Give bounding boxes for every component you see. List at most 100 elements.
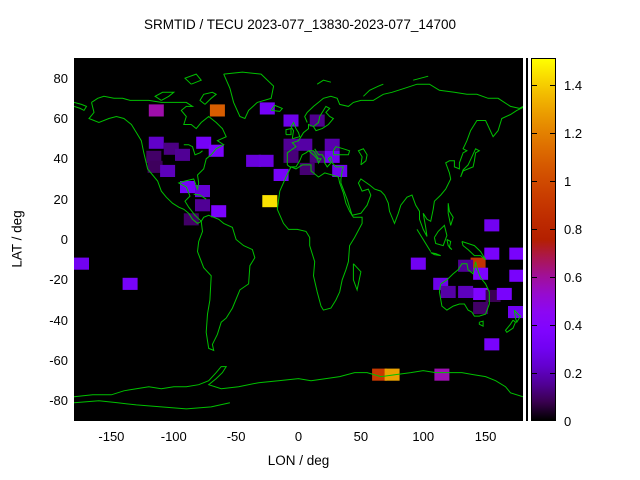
heatmap-cell bbox=[496, 287, 512, 300]
coastline bbox=[304, 83, 523, 123]
y-tick-label: 40 bbox=[53, 151, 68, 167]
heatmap-cell bbox=[195, 199, 210, 212]
heatmap-cell bbox=[122, 277, 138, 290]
heatmap-cell bbox=[273, 168, 289, 181]
x-tick-label: -150 bbox=[98, 429, 125, 444]
heatmap-cell bbox=[258, 154, 274, 167]
colorbar-tick-mark bbox=[532, 419, 537, 420]
coastline bbox=[308, 150, 322, 165]
heatmap-cell bbox=[440, 285, 456, 298]
heatmap-cell bbox=[259, 102, 275, 115]
heatmap-cell bbox=[283, 114, 299, 127]
plot-right-border bbox=[526, 58, 528, 421]
colorbar-tick-label: 0.8 bbox=[564, 221, 583, 237]
heatmap-cell bbox=[473, 267, 489, 280]
colorbar-tick-mark bbox=[550, 373, 555, 374]
colorbar-tick-mark bbox=[550, 325, 555, 326]
y-tick-label: 60 bbox=[53, 111, 68, 126]
heatmap-cell bbox=[160, 164, 176, 177]
coastline bbox=[74, 400, 231, 410]
coastline bbox=[223, 71, 275, 120]
heatmap-cell bbox=[74, 257, 89, 270]
coastline bbox=[316, 79, 332, 85]
coastline bbox=[363, 83, 384, 97]
colorbar-tick-mark bbox=[532, 133, 537, 134]
coastline bbox=[461, 241, 487, 261]
colorbar-tick-label: 0.2 bbox=[564, 365, 583, 381]
heatmap-cell bbox=[324, 150, 340, 163]
y-tick-label: -40 bbox=[49, 312, 68, 328]
coastline bbox=[416, 229, 432, 252]
coastline bbox=[330, 106, 523, 237]
colorbar-tick-mark bbox=[532, 229, 537, 230]
coastline bbox=[413, 75, 429, 81]
coastline bbox=[430, 252, 441, 257]
colorbar-tick-label: 1 bbox=[564, 173, 572, 189]
colorbar-tick-label: 0 bbox=[564, 413, 572, 429]
heatmap-cell bbox=[484, 338, 500, 351]
heatmap-cell bbox=[484, 219, 500, 232]
heatmap-cell bbox=[473, 287, 489, 300]
y-tick-label: 80 bbox=[53, 70, 68, 86]
colorbar-tick-mark bbox=[550, 229, 555, 230]
y-tick-label: -20 bbox=[49, 272, 68, 288]
x-tick-label: -50 bbox=[226, 429, 246, 444]
heatmap-cell bbox=[372, 368, 388, 381]
x-tick-label: 50 bbox=[353, 429, 369, 444]
colorbar-tick-label: 1.4 bbox=[564, 77, 583, 93]
x-tick-label: 150 bbox=[474, 429, 497, 444]
colorbar-tick-mark bbox=[550, 419, 555, 420]
heatmap-cell bbox=[473, 302, 489, 315]
colorbar-tick-mark bbox=[532, 277, 537, 278]
y-tick-label: -80 bbox=[49, 393, 68, 409]
coastline bbox=[460, 148, 481, 178]
coastline bbox=[446, 239, 453, 250]
coastline bbox=[196, 214, 256, 352]
colorbar-tick-label: 0.6 bbox=[564, 269, 583, 285]
colorbar-tick-label: 0.4 bbox=[564, 317, 583, 333]
coastline bbox=[286, 150, 309, 168]
heatmap-cell bbox=[509, 247, 523, 260]
coastline bbox=[433, 224, 448, 247]
heatmap-cell bbox=[195, 185, 210, 198]
heatmap-cell bbox=[148, 104, 164, 117]
heatmap-cell bbox=[458, 285, 474, 298]
coastline bbox=[88, 95, 227, 225]
map-plot-area bbox=[74, 58, 523, 421]
coastline bbox=[478, 320, 484, 328]
heatmap-cell bbox=[175, 148, 190, 161]
coastline bbox=[314, 148, 332, 168]
x-tick-label: 100 bbox=[412, 429, 435, 444]
heatmap-cell bbox=[196, 136, 212, 149]
coastline bbox=[276, 164, 363, 311]
colorbar-tick-mark bbox=[532, 373, 537, 374]
heatmap-cell bbox=[146, 150, 162, 163]
heatmap-cell bbox=[484, 247, 500, 260]
colorbar-tick-mark bbox=[550, 85, 555, 86]
heatmap-cell bbox=[148, 136, 164, 149]
colorbar-tick-mark bbox=[550, 133, 555, 134]
colorbar-tick-label: 1.2 bbox=[564, 125, 583, 141]
coastline bbox=[357, 148, 368, 166]
y-tick-label: 0 bbox=[60, 232, 68, 247]
coastline bbox=[183, 144, 203, 156]
heatmap-cell bbox=[297, 138, 313, 151]
chart-title: SRMTID / TECU 2023-077_13830-2023-077_14… bbox=[144, 17, 456, 32]
world-heatmap bbox=[74, 71, 523, 410]
x-tick-label: 0 bbox=[294, 429, 303, 444]
heatmap-cell bbox=[283, 150, 299, 163]
coastline bbox=[286, 105, 335, 165]
heatmap-cell bbox=[147, 160, 163, 173]
heatmap-cell bbox=[183, 213, 199, 226]
coastline bbox=[74, 366, 523, 398]
heatmap-cell bbox=[283, 138, 299, 151]
heatmap-cell bbox=[434, 368, 450, 381]
x-axis-label: LON / deg bbox=[267, 453, 330, 468]
heatmap-cell bbox=[309, 114, 325, 127]
coastline bbox=[352, 263, 362, 292]
heatmap-cell bbox=[180, 181, 195, 194]
colorbar-tick-mark bbox=[532, 181, 537, 182]
heatmap-cell bbox=[262, 195, 278, 208]
heatmap-cell bbox=[509, 269, 523, 282]
